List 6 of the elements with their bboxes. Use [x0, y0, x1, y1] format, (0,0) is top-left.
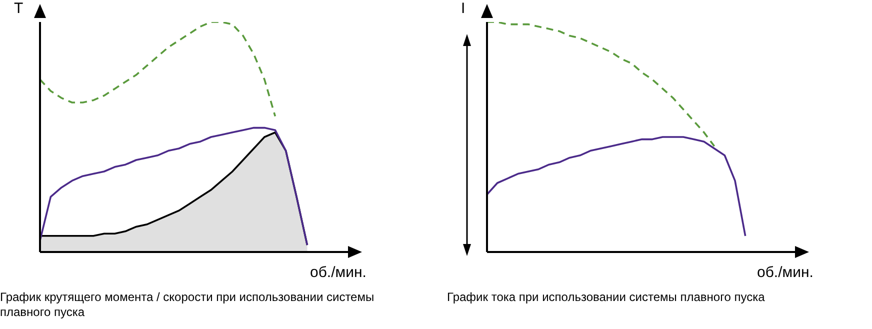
y-axis-title: T	[14, 0, 24, 17]
x-axis-title: об./мин.	[310, 264, 366, 281]
y-axis-title: I	[461, 0, 466, 17]
text: График крутящего момента / скорости при использовании системы плавного пуска	[0, 290, 376, 320]
x-axis-title: об./мин.	[757, 264, 814, 281]
text: График тока при использовании системы плавного пуска	[447, 290, 766, 305]
